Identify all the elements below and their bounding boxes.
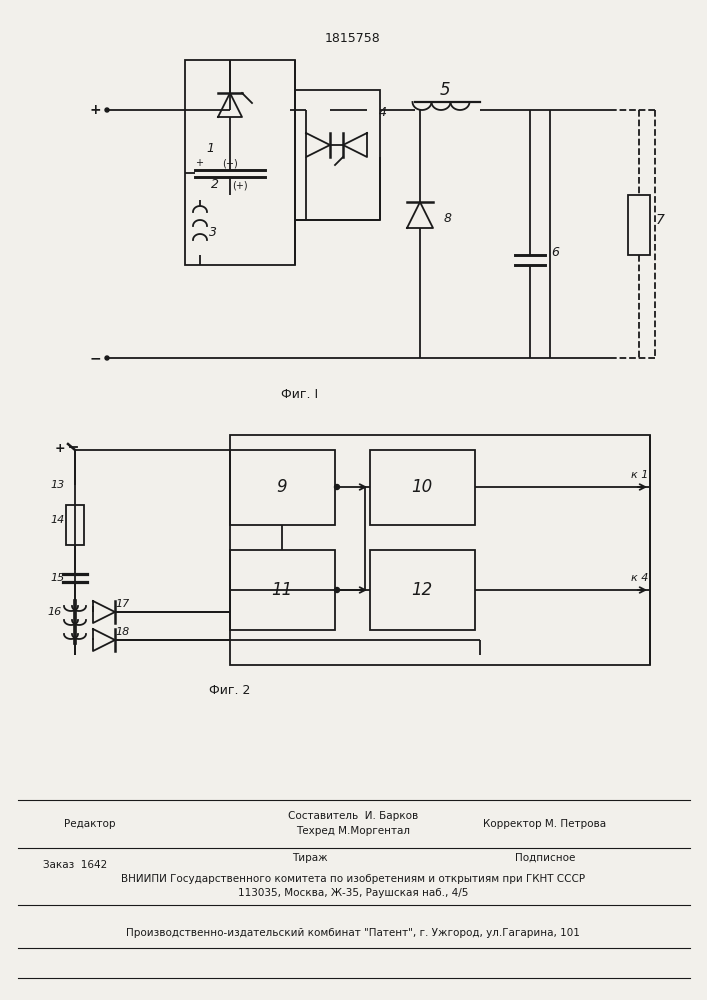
Text: Подписное: Подписное bbox=[515, 853, 575, 863]
Bar bbox=[185, 60, 295, 265]
Bar bbox=[66, 505, 84, 545]
Text: к 1: к 1 bbox=[631, 470, 649, 480]
Bar bbox=[230, 450, 335, 525]
Text: Фиг. 2: Фиг. 2 bbox=[209, 684, 251, 696]
Circle shape bbox=[334, 485, 339, 489]
Text: 9: 9 bbox=[276, 478, 287, 496]
Text: +: + bbox=[54, 442, 65, 454]
Text: Тираж: Тираж bbox=[292, 853, 328, 863]
Bar bbox=[295, 90, 380, 220]
Text: (−): (−) bbox=[222, 158, 238, 168]
Text: +: + bbox=[195, 158, 203, 168]
Text: 2: 2 bbox=[211, 178, 219, 192]
Text: 1: 1 bbox=[206, 141, 214, 154]
Bar bbox=[370, 550, 475, 630]
Text: +: + bbox=[89, 103, 101, 117]
Text: 15: 15 bbox=[51, 573, 65, 583]
Text: 16: 16 bbox=[48, 607, 62, 617]
Text: 3: 3 bbox=[209, 226, 217, 238]
Text: Заказ  1642: Заказ 1642 bbox=[43, 860, 107, 870]
Circle shape bbox=[334, 587, 339, 592]
Bar bbox=[628, 195, 650, 255]
Bar bbox=[370, 450, 475, 525]
Text: 10: 10 bbox=[411, 478, 433, 496]
Text: Производственно-издательский комбинат "Патент", г. Ужгород, ул.Гагарина, 101: Производственно-издательский комбинат "П… bbox=[126, 928, 580, 938]
Text: 18: 18 bbox=[116, 627, 130, 637]
Text: 6: 6 bbox=[551, 245, 559, 258]
Text: Фиг. I: Фиг. I bbox=[281, 388, 319, 401]
Text: 113035, Москва, Ж-35, Раушская наб., 4/5: 113035, Москва, Ж-35, Раушская наб., 4/5 bbox=[238, 888, 468, 898]
Text: −: − bbox=[89, 351, 101, 365]
Text: 17: 17 bbox=[116, 599, 130, 609]
Text: 7: 7 bbox=[655, 213, 665, 227]
Text: 4: 4 bbox=[379, 106, 387, 119]
Circle shape bbox=[105, 108, 109, 112]
Text: ВНИИПИ Государственного комитета по изобретениям и открытиям при ГКНТ СССР: ВНИИПИ Государственного комитета по изоб… bbox=[121, 874, 585, 884]
Text: (+): (+) bbox=[232, 180, 248, 190]
Text: 11: 11 bbox=[271, 581, 293, 599]
Text: к 4: к 4 bbox=[631, 573, 649, 583]
Text: 14: 14 bbox=[51, 515, 65, 525]
Circle shape bbox=[105, 356, 109, 360]
Text: 8: 8 bbox=[444, 212, 452, 225]
Text: Техред М.Моргентал: Техред М.Моргентал bbox=[296, 826, 410, 836]
Text: 1815758: 1815758 bbox=[325, 31, 381, 44]
Text: 12: 12 bbox=[411, 581, 433, 599]
Bar bbox=[230, 435, 650, 665]
Text: Корректор М. Петрова: Корректор М. Петрова bbox=[484, 819, 607, 829]
Text: 13: 13 bbox=[51, 480, 65, 490]
Bar bbox=[230, 550, 335, 630]
Text: Редактор: Редактор bbox=[64, 819, 116, 829]
Text: Составитель  И. Барков: Составитель И. Барков bbox=[288, 811, 418, 821]
Text: 5: 5 bbox=[440, 81, 450, 99]
